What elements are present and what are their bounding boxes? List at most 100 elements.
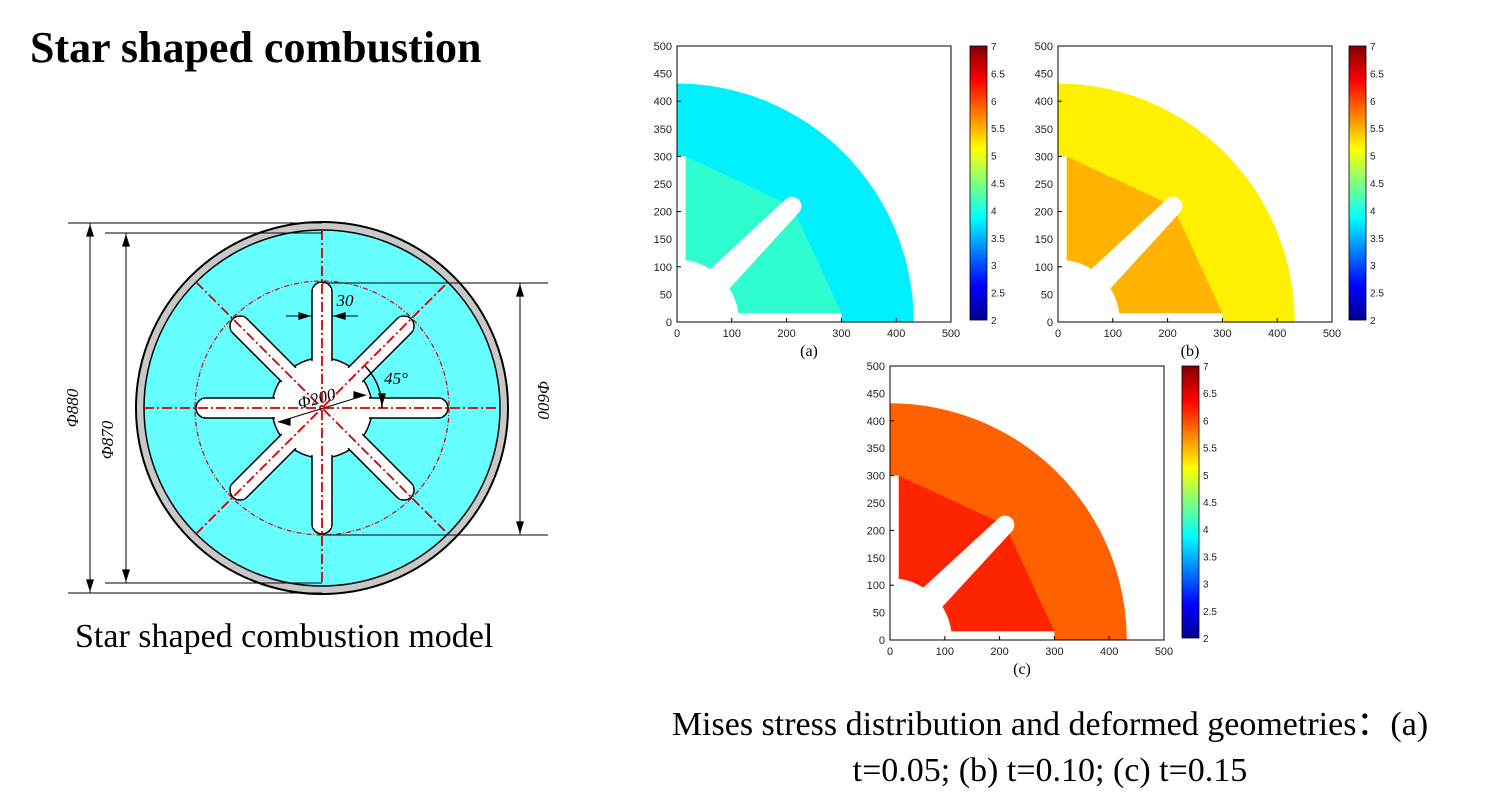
dimension-inner-label: Φ870 xyxy=(98,420,117,459)
x-tick-label: 400 xyxy=(1100,646,1118,658)
colorbar-tick-label: 6.5 xyxy=(1203,389,1217,400)
y-tick-label: 250 xyxy=(1035,179,1053,191)
dimension-outer-label: Φ880 xyxy=(63,388,82,427)
dimension-slot-label: 30 xyxy=(336,291,355,310)
y-tick-label: 0 xyxy=(879,635,885,647)
y-tick-label: 250 xyxy=(867,498,885,510)
x-tick-label: 300 xyxy=(1213,328,1231,340)
y-tick-label: 50 xyxy=(660,289,672,301)
figure-caption: Mises stress distribution and deformed g… xyxy=(620,702,1480,794)
page-title: Star shaped combustion xyxy=(30,23,482,72)
colorbar-tick-label: 5 xyxy=(1370,152,1376,163)
colorbar-tick-label: 3.5 xyxy=(1370,234,1384,245)
colorbar xyxy=(1181,365,1200,639)
panel-label: (a) xyxy=(800,343,818,360)
colorbar-tick-label: 2 xyxy=(1203,634,1209,645)
y-tick-label: 300 xyxy=(867,471,885,483)
dimension-arrow xyxy=(333,312,346,320)
x-tick-label: 300 xyxy=(1045,646,1063,658)
dimension-arrow xyxy=(516,284,524,297)
slot-cutout xyxy=(709,196,802,289)
y-tick-label: 400 xyxy=(1035,96,1053,108)
model-caption: Star shaped combustion model xyxy=(75,618,494,655)
axes-frame xyxy=(889,365,1165,641)
colorbar-tick-label: 3.5 xyxy=(991,234,1005,245)
circle-600 xyxy=(194,280,450,536)
y-tick-label: 200 xyxy=(654,207,672,219)
axes-frame xyxy=(1057,45,1333,323)
y-tick-label: 50 xyxy=(873,608,885,620)
stress-panel-a: 0050100100150200200250300300350400400450… xyxy=(654,41,1006,360)
colorbar-tick-label: 4.5 xyxy=(1370,179,1384,190)
figure-caption-line1: Mises stress distribution and deformed g… xyxy=(671,706,1429,743)
dimension-arrow xyxy=(86,224,94,237)
x-tick-label: 0 xyxy=(674,328,680,340)
y-tick-label: 300 xyxy=(654,151,672,163)
axes-frame xyxy=(676,45,952,323)
centerline-diagonal xyxy=(195,281,449,535)
colorbar-tick-label: 5 xyxy=(991,152,997,163)
x-tick-label: 300 xyxy=(832,328,850,340)
colorbar-tick-label: 2 xyxy=(991,316,997,327)
colorbar-tick-label: 4 xyxy=(991,206,997,217)
x-tick-label: 200 xyxy=(1158,328,1176,340)
panel-label: (c) xyxy=(1013,661,1031,678)
dimension-arrow xyxy=(353,391,366,399)
dimension-arrow xyxy=(122,234,130,247)
colorbar-tick-label: 2.5 xyxy=(991,289,1005,300)
y-tick-label: 100 xyxy=(654,262,672,274)
y-tick-label: 50 xyxy=(1041,289,1053,301)
y-tick-label: 0 xyxy=(1047,317,1053,329)
y-tick-label: 150 xyxy=(1035,234,1053,246)
colorbar-tick-label: 4.5 xyxy=(1203,498,1217,509)
y-tick-label: 300 xyxy=(1035,151,1053,163)
colorbar-tick-label: 3 xyxy=(1203,580,1209,591)
y-tick-label: 450 xyxy=(867,388,885,400)
y-tick-label: 350 xyxy=(1035,124,1053,136)
y-tick-label: 150 xyxy=(867,553,885,565)
x-tick-label: 500 xyxy=(1323,328,1341,340)
colorbar-tick-label: 5.5 xyxy=(1370,124,1384,135)
colorbar-tick-label: 5.5 xyxy=(1203,444,1217,455)
y-tick-label: 200 xyxy=(1035,207,1053,219)
y-tick-label: 400 xyxy=(654,96,672,108)
colorbar xyxy=(969,45,988,321)
colorbar xyxy=(1348,45,1367,321)
x-tick-label: 200 xyxy=(777,328,795,340)
x-tick-label: 400 xyxy=(1268,328,1286,340)
colorbar-tick-label: 5.5 xyxy=(991,124,1005,135)
colorbar-tick-label: 6.5 xyxy=(1370,69,1384,80)
slot-cutout xyxy=(922,515,1015,608)
stress-panel-b: 0050100100150200200250300300350400400450… xyxy=(1035,41,1385,360)
slot-cutout xyxy=(1090,196,1183,289)
y-tick-label: 200 xyxy=(867,525,885,537)
dimension-arrow xyxy=(516,521,524,534)
colorbar-tick-label: 2.5 xyxy=(1370,289,1384,300)
dimension-arrow xyxy=(122,569,130,582)
y-tick-label: 250 xyxy=(654,179,672,191)
dimension-arrow xyxy=(378,393,386,406)
y-tick-label: 500 xyxy=(1035,41,1053,53)
colorbar-tick-label: 2 xyxy=(1370,316,1376,327)
colorbar-tick-label: 6.5 xyxy=(991,69,1005,80)
colorbar-tick-label: 4 xyxy=(1203,525,1209,536)
y-tick-label: 100 xyxy=(1035,262,1053,274)
y-tick-label: 0 xyxy=(666,317,672,329)
x-tick-label: 500 xyxy=(1155,646,1173,658)
panel-label: (b) xyxy=(1181,343,1200,360)
colorbar-tick-label: 3 xyxy=(991,261,997,272)
dimension-arrow xyxy=(298,312,311,320)
x-tick-label: 500 xyxy=(942,328,960,340)
x-tick-label: 0 xyxy=(1055,328,1061,340)
y-tick-label: 450 xyxy=(654,69,672,81)
y-tick-label: 400 xyxy=(867,416,885,428)
center-dimension-line xyxy=(277,394,367,423)
colorbar-tick-label: 3 xyxy=(1370,261,1376,272)
colorbar-tick-label: 5 xyxy=(1203,471,1209,482)
dimension-arrow xyxy=(86,579,94,592)
x-tick-label: 100 xyxy=(1104,328,1122,340)
y-tick-label: 350 xyxy=(867,443,885,455)
y-tick-label: 500 xyxy=(867,361,885,373)
